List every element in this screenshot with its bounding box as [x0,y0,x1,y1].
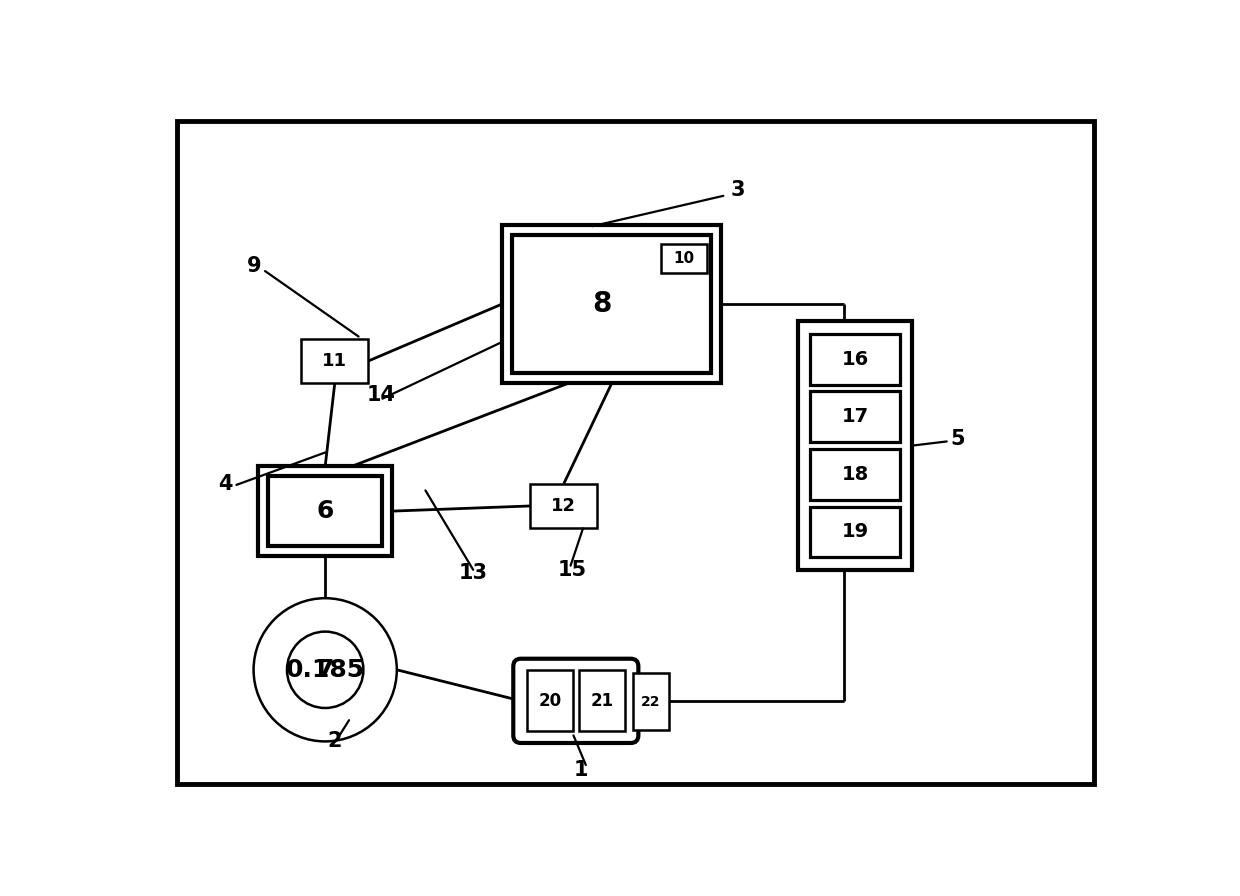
Circle shape [286,632,363,708]
Text: 17: 17 [842,408,869,426]
Text: 11: 11 [322,352,347,370]
FancyBboxPatch shape [531,484,598,529]
Text: 2: 2 [327,731,341,751]
Text: 16: 16 [842,349,869,368]
Text: 1: 1 [573,760,588,780]
Text: 7: 7 [316,658,334,682]
Text: 3: 3 [732,180,745,201]
FancyBboxPatch shape [301,339,368,383]
Circle shape [253,599,397,741]
Text: 10: 10 [673,251,694,266]
FancyBboxPatch shape [579,670,625,731]
Text: 20: 20 [538,692,562,710]
FancyBboxPatch shape [258,466,392,556]
Text: 15: 15 [557,560,587,580]
Text: 4: 4 [218,473,233,494]
FancyBboxPatch shape [810,392,900,442]
Text: 13: 13 [459,564,487,583]
Text: 9: 9 [247,256,262,276]
FancyBboxPatch shape [810,334,900,384]
Text: 0.185: 0.185 [285,658,365,682]
Text: 14: 14 [366,385,396,405]
FancyBboxPatch shape [810,506,900,557]
FancyBboxPatch shape [527,670,573,731]
FancyBboxPatch shape [661,245,707,273]
FancyBboxPatch shape [177,121,1094,784]
Text: 5: 5 [951,428,965,449]
Text: 6: 6 [316,499,334,523]
FancyBboxPatch shape [513,659,639,743]
FancyBboxPatch shape [268,476,382,547]
FancyBboxPatch shape [797,322,913,570]
Text: 21: 21 [590,692,614,710]
FancyBboxPatch shape [810,449,900,500]
FancyBboxPatch shape [512,236,711,373]
Text: 18: 18 [842,465,869,484]
Text: 8: 8 [593,290,611,318]
Text: 12: 12 [552,497,577,515]
Text: 19: 19 [842,522,869,541]
FancyBboxPatch shape [502,225,722,383]
Text: 22: 22 [641,694,661,709]
FancyBboxPatch shape [632,673,668,730]
